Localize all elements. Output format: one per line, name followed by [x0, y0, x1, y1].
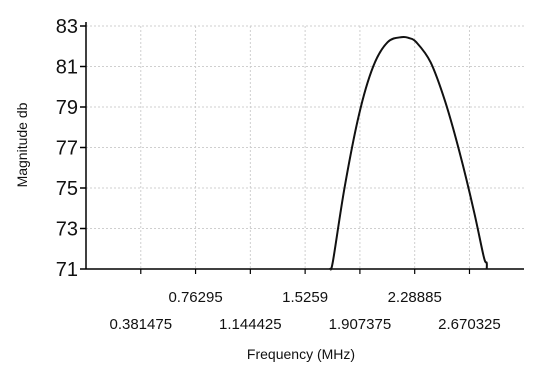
grid-lines	[86, 25, 524, 269]
y-tick-label: 77	[56, 138, 78, 160]
y-tick-label: 83	[56, 16, 78, 38]
x-tick-label: 2.28885	[388, 289, 442, 306]
x-tick-label: 1.5259	[282, 289, 328, 306]
x-tick-label: 1.144425	[219, 316, 282, 333]
y-tick-label: 79	[56, 97, 78, 119]
x-tick-label: 0.381475	[109, 316, 172, 333]
series-line	[329, 35, 488, 271]
x-tick-label: 0.76295	[168, 289, 222, 306]
x-axis-label: Frequency (MHz)	[247, 346, 355, 362]
y-tick-labels: 71 73 75 77 79 81 83	[56, 16, 86, 281]
y-tick-label: 75	[56, 178, 78, 200]
y-tick-label: 73	[56, 219, 78, 241]
y-tick-label: 71	[56, 259, 78, 281]
x-tick-labels: 0.76295 1.5259 2.28885 0.381475 1.144425 1.90…	[109, 269, 501, 333]
x-tick-label: 2.670325	[438, 316, 501, 333]
x-tick-label: 1.907375	[329, 316, 392, 333]
y-axis-label: Magnitude db	[14, 102, 30, 187]
y-tick-label: 81	[56, 57, 78, 79]
